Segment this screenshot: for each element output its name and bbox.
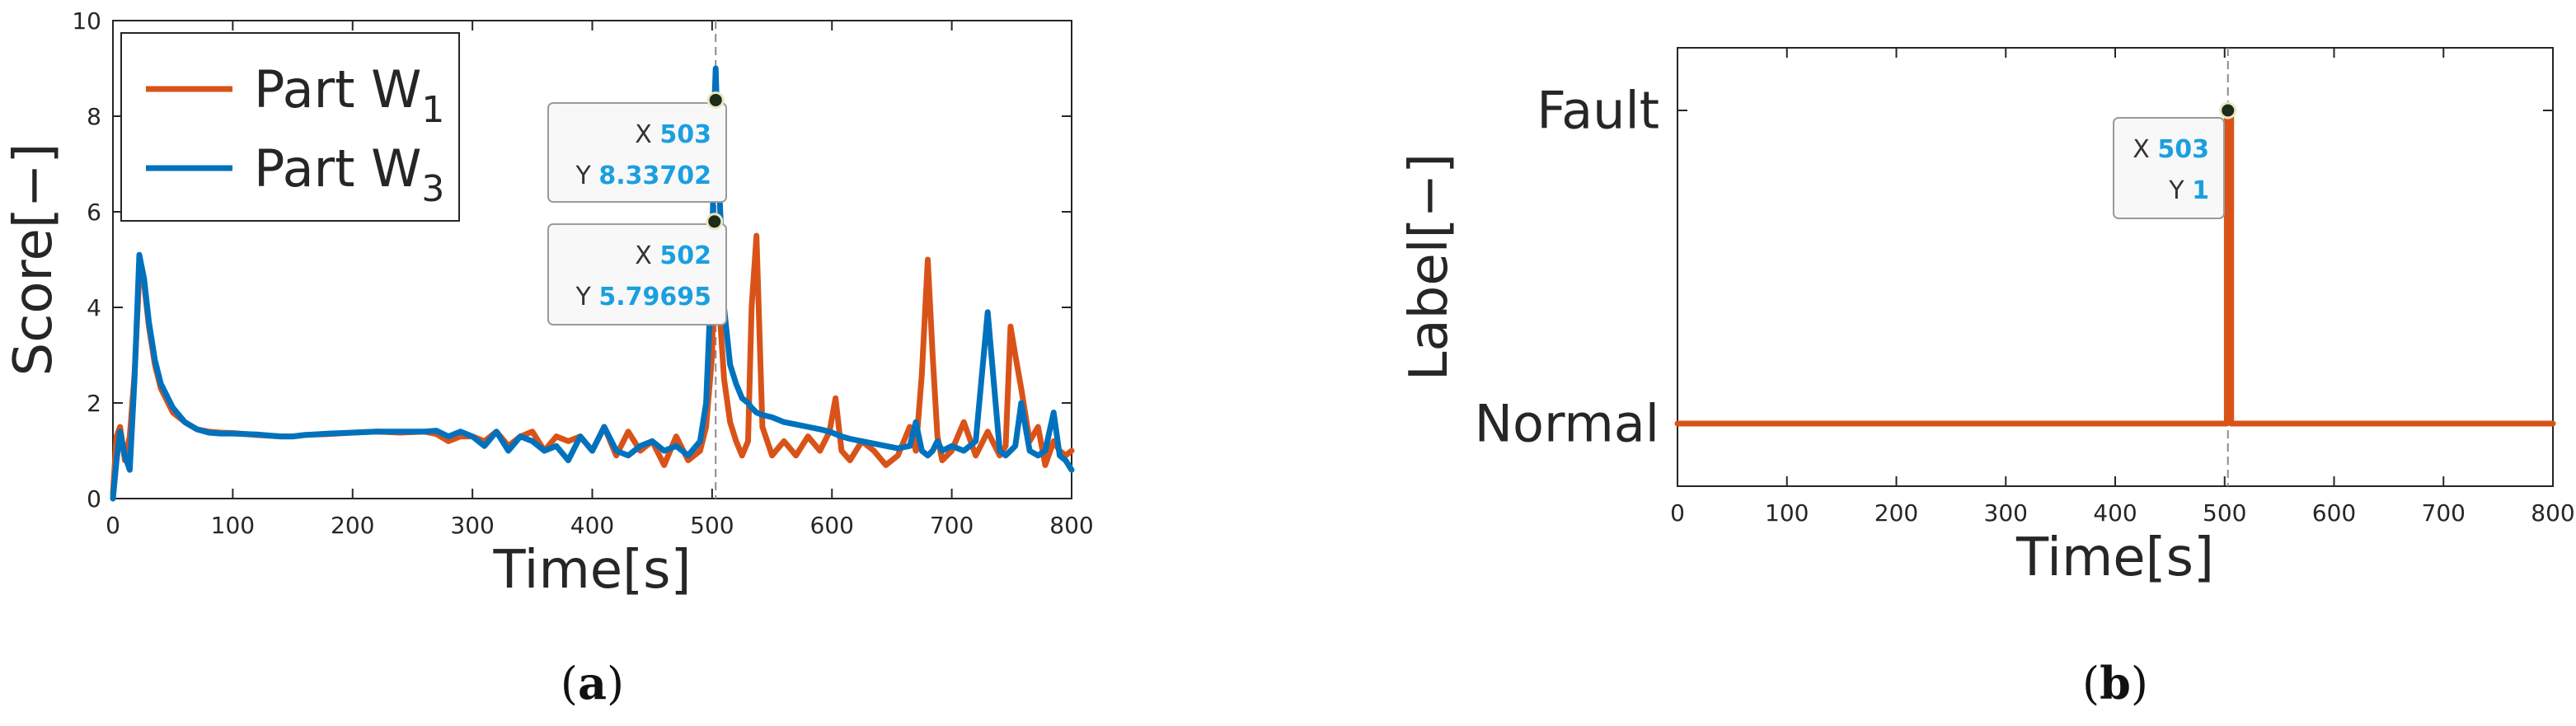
datatip-x: X 503 [2133,135,2209,164]
x-tick-label: 300 [450,512,494,539]
datatip: X 503 Y 1 [2113,101,2237,219]
x-tick-label: 600 [2312,499,2356,527]
x-tick-label: 500 [2203,499,2246,527]
series-line-part-w3 [110,65,1075,502]
datatip-y: Y 8.33702 [575,162,711,190]
legend-entry: Part W1 [254,59,444,131]
x-tick-label: 100 [211,512,255,539]
datatip-box [547,102,727,203]
x-tick-label: 100 [1765,499,1809,527]
chart-panel-a: 0 100 200 300 400 500 600 700 800 0 2 4 6 8 10 Time[s] S… [3,7,1094,710]
x-tick-label: 200 [331,512,374,539]
y-axis-label: Score[−] [3,143,64,377]
x-tick-label: 400 [2093,499,2137,527]
datatip-box [547,223,727,326]
y-tick-label: 6 [87,199,101,226]
y-tick-label: 0 [87,485,101,513]
datatip-marker [2219,101,2237,119]
x-tick-label: 600 [810,512,854,539]
x-tick-label: 800 [1049,512,1093,539]
datatip-x: X 503 [635,120,711,149]
x-tick-label: 500 [690,512,734,539]
x-tick-label: 200 [1875,499,1918,527]
plot-area-frame [1677,47,2554,487]
datatip: X 502 Y 5.79695 [547,213,727,326]
x-axis-label: Time[s] [493,540,692,601]
panel-label: (b) [2082,657,2148,710]
y-tick-label: 10 [72,7,101,35]
x-tick-label: 800 [2531,499,2574,527]
x-tick-label: 700 [2422,499,2466,527]
y-tick-label: 2 [87,390,101,417]
x-tick-label: 700 [930,512,974,539]
y-tick-label: 4 [87,294,101,321]
y-tick-label: Normal [1475,394,1659,454]
y-axis-label: Label[−] [1399,153,1460,381]
panel-label: (a) [561,657,624,710]
x-tick-label: 0 [106,512,120,539]
datatip-box [2113,117,2225,219]
y-tick-label: 8 [87,103,101,130]
x-tick-label: 400 [570,512,614,539]
datatip-y: Y 5.79695 [575,283,711,311]
datatip: X 503 Y 8.33702 [547,91,727,203]
chart-panel-b: 0 100 200 300 400 500 600 700 800 Normal Fault Time… [1399,47,2575,710]
datatip-y: Y 1 [2168,176,2209,205]
legend-entry: Part W3 [254,138,444,210]
x-tick-label: 0 [1670,499,1685,527]
x-axis-label: Time[s] [2015,527,2214,588]
y-tick-label: Fault [1537,81,1659,141]
datatip-x: X 502 [635,241,711,270]
datatip-marker [706,91,725,109]
x-tick-label: 300 [1984,499,2028,527]
datatip-marker [706,213,724,231]
legend-box [120,32,460,222]
